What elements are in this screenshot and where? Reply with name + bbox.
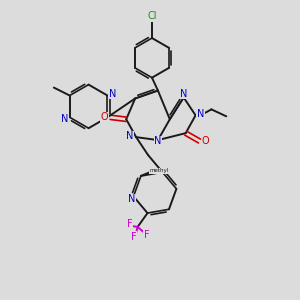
Text: F: F <box>131 232 137 242</box>
Text: F: F <box>144 230 149 240</box>
Text: N: N <box>180 88 188 98</box>
Text: N: N <box>61 114 68 124</box>
Text: O: O <box>202 136 209 146</box>
Text: N: N <box>127 131 134 141</box>
Text: O: O <box>100 112 108 122</box>
Text: N: N <box>109 88 116 98</box>
Text: F: F <box>127 219 133 229</box>
Text: N: N <box>128 194 135 204</box>
Text: methyl: methyl <box>149 169 168 173</box>
Text: Cl: Cl <box>147 11 157 21</box>
Text: N: N <box>197 109 204 119</box>
Text: N: N <box>154 136 162 146</box>
